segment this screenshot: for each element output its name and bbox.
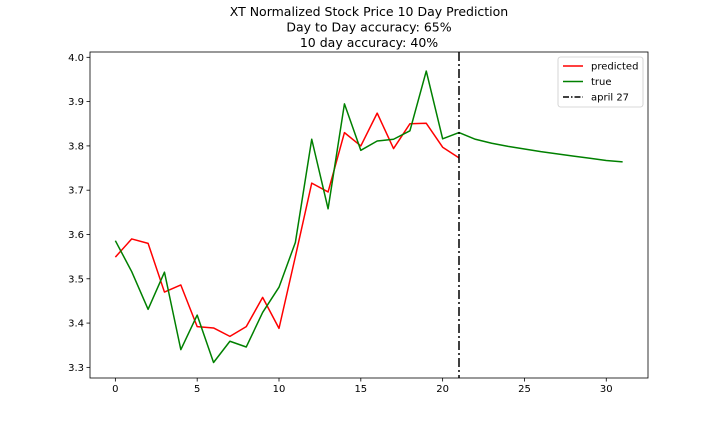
legend-label-0: predicted: [591, 62, 638, 73]
x-axis: 0 5 10 15 20 25 30: [112, 378, 613, 395]
x-tick-label: 5: [194, 384, 200, 395]
y-axis: 3.3 3.4 3.5 3.6 3.7 3.8 3.9 4.0: [68, 53, 90, 374]
y-tick-label: 3.7: [68, 186, 84, 197]
y-tick-label: 3.4: [68, 319, 84, 330]
legend-box: [557, 56, 644, 108]
axes-frame: [89, 51, 649, 379]
y-tick-label: 3.8: [68, 141, 84, 152]
legend: predicted true april 27: [557, 56, 644, 108]
title-line-2: 10 day accuracy: 40%: [300, 35, 438, 50]
x-tick-label: 15: [354, 384, 367, 395]
y-tick-label: 3.9: [68, 97, 84, 108]
x-tick-label: 25: [518, 384, 531, 395]
y-tick-label: 3.3: [68, 363, 84, 374]
legend-label-2: april 27: [591, 93, 629, 104]
title-line-0: XT Normalized Stock Price 10 Day Predict…: [230, 4, 508, 19]
title-line-1: Day to Day accuracy: 65%: [286, 20, 451, 35]
series-line-predicted: [114, 112, 460, 338]
series-line-true: [114, 70, 623, 364]
x-tick-label: 30: [600, 384, 613, 395]
x-tick-label: 0: [112, 384, 118, 395]
x-tick-label: 20: [436, 384, 449, 395]
y-tick-label: 4.0: [68, 53, 84, 64]
y-tick-label: 3.6: [68, 230, 84, 241]
y-tick-label: 3.5: [68, 274, 84, 285]
legend-label-1: true: [591, 77, 612, 88]
plot-area: [89, 51, 649, 379]
x-tick-label: 10: [273, 384, 286, 395]
chart-title: XT Normalized Stock Price 10 Day Predict…: [230, 4, 508, 50]
